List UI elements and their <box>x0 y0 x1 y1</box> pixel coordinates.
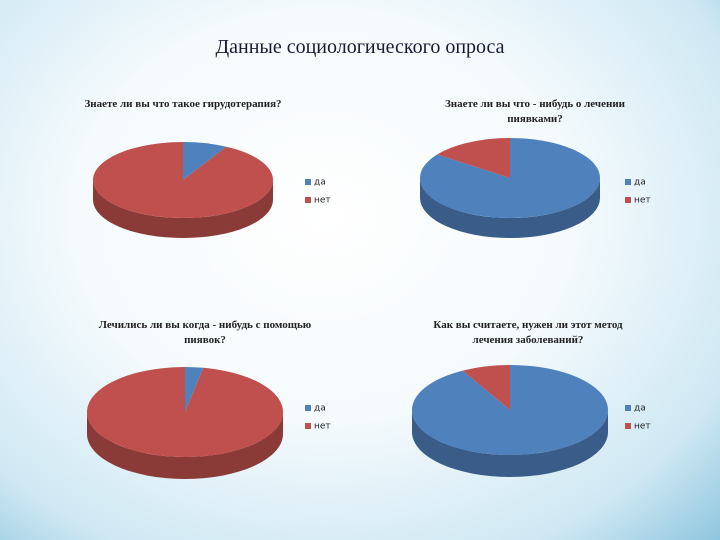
slice <box>411 365 608 456</box>
slice-side <box>93 180 273 238</box>
chart-title: Знаете ли вы что такое гирудотерапия? <box>84 98 282 110</box>
legend-label: да <box>634 178 646 188</box>
legend-label: нет <box>634 196 651 206</box>
legend-swatch <box>305 179 311 185</box>
slice <box>86 367 283 457</box>
legend-swatch <box>625 423 631 429</box>
legend-label: нет <box>314 196 331 206</box>
chart-title: Как вы считаете, нужен ли этот метод леч… <box>433 319 623 346</box>
slice <box>185 367 204 412</box>
legend-label: да <box>314 404 326 414</box>
legend-label: да <box>634 404 646 414</box>
legend-swatch <box>625 179 631 185</box>
legend-swatch <box>625 197 631 203</box>
slice-side <box>412 410 608 477</box>
slice <box>183 142 227 180</box>
slice <box>93 142 273 218</box>
chart-title: Знаете ли вы что - нибудь о лечении пияв… <box>444 98 626 125</box>
legend-swatch <box>305 423 311 429</box>
legend-label: нет <box>634 422 651 432</box>
legend-label: нет <box>314 422 331 432</box>
slide-title: Данные социологического опроса <box>215 36 505 58</box>
slice <box>462 365 510 410</box>
chart-title: Лечились ли вы когда - нибудь с помощью … <box>98 319 312 346</box>
slice-side <box>420 178 600 238</box>
slice-side <box>87 412 283 479</box>
slice <box>437 138 510 178</box>
legend-label: да <box>314 178 326 188</box>
legend-swatch <box>305 197 311 203</box>
legend-swatch <box>305 405 311 411</box>
legend-swatch <box>625 405 631 411</box>
slice <box>420 138 601 219</box>
